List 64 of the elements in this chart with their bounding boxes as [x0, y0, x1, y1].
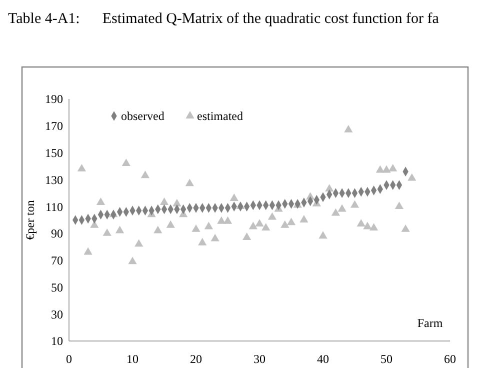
point	[262, 223, 270, 231]
legend-label: observed	[121, 109, 164, 124]
legend-label: estimated	[197, 109, 243, 124]
x-tick-label: 10	[126, 352, 138, 366]
point	[401, 224, 410, 232]
x-tick-label: 0	[66, 352, 72, 366]
point	[128, 256, 137, 264]
y-tick-label: 150	[45, 146, 63, 160]
point	[116, 226, 124, 234]
point	[102, 228, 112, 236]
point	[325, 184, 334, 192]
point	[286, 218, 296, 226]
point	[388, 164, 398, 172]
point	[242, 232, 252, 240]
point	[84, 247, 92, 255]
point	[172, 198, 182, 206]
y-tick-label: 190	[45, 92, 63, 106]
point	[382, 165, 391, 173]
x-tick-label: 60	[444, 352, 456, 366]
point	[363, 222, 372, 230]
point	[166, 220, 175, 228]
chart-title: Table 4-A1: Estimated Q-Matrix of the quadratic cost function for fa	[8, 11, 440, 27]
point	[210, 234, 220, 242]
x-axis-title: Farm	[417, 316, 444, 330]
y-tick-label: 170	[45, 119, 63, 134]
point	[394, 202, 404, 210]
point	[192, 224, 200, 232]
x-tick-label: 20	[190, 352, 202, 366]
point	[356, 219, 366, 227]
point	[140, 170, 150, 178]
y-tick-label: 50	[51, 280, 63, 294]
point	[154, 226, 162, 234]
y-tick-label: 10	[51, 334, 63, 348]
point	[338, 204, 346, 212]
point	[408, 173, 416, 181]
y-tick-label: 90	[51, 226, 63, 241]
point	[198, 238, 207, 246]
point	[96, 198, 106, 206]
point	[217, 216, 226, 224]
point	[331, 208, 340, 216]
point	[204, 222, 213, 230]
y-tick-label: 110	[45, 200, 63, 214]
point	[370, 223, 378, 231]
y-tick-label: 30	[51, 307, 63, 322]
y-tick-label: 70	[51, 254, 63, 268]
point	[248, 222, 258, 230]
point	[350, 200, 360, 208]
point	[318, 231, 328, 239]
point	[280, 220, 290, 228]
y-axis-title: €per ton	[23, 200, 37, 240]
point	[122, 158, 130, 166]
point	[77, 164, 86, 172]
point	[300, 215, 308, 222]
x-tick-label: 30	[254, 352, 266, 366]
point	[268, 212, 276, 220]
point	[230, 194, 238, 201]
point	[134, 239, 144, 247]
y-tick-label: 130	[45, 172, 63, 187]
x-tick-label: 40	[317, 352, 329, 366]
x-tick-label: 50	[380, 352, 392, 366]
point	[255, 219, 264, 227]
point	[185, 178, 194, 186]
point	[160, 198, 169, 206]
point	[223, 216, 232, 224]
